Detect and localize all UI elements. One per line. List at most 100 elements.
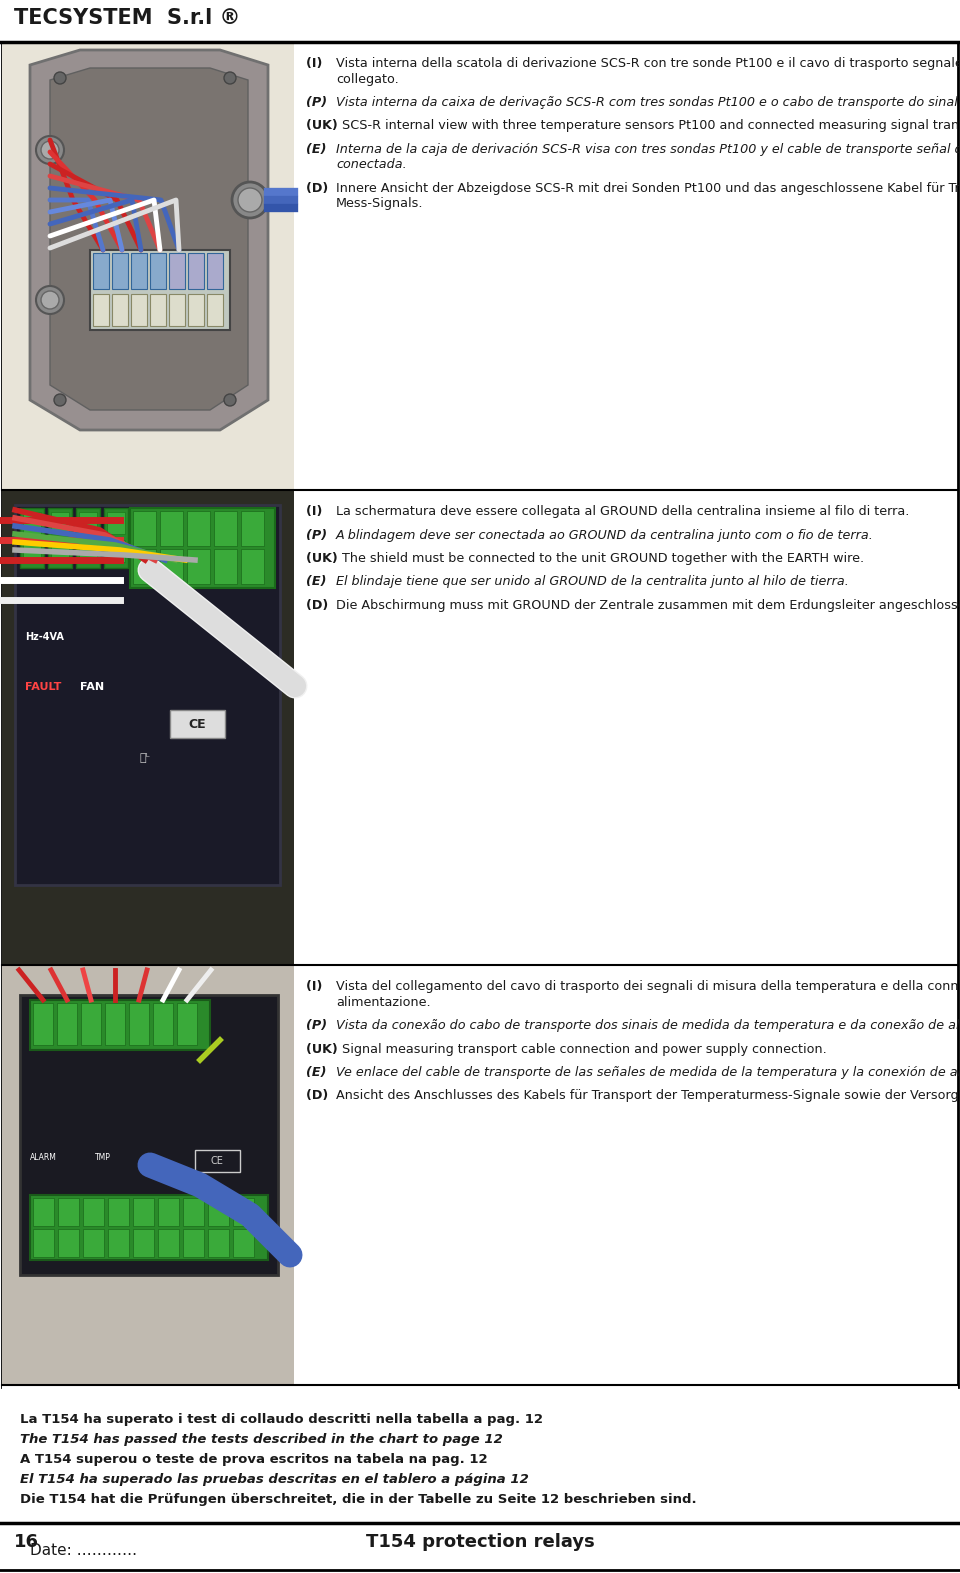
Bar (2, 964, 294, 1384)
Bar (160, 511, 183, 546)
Bar (158, 1199, 179, 1225)
Bar (183, 1199, 204, 1225)
Bar (233, 1199, 254, 1225)
Circle shape (238, 189, 262, 212)
Text: ALARM: ALARM (30, 1153, 57, 1162)
Text: (E): (E) (306, 576, 335, 588)
Bar (188, 294, 204, 326)
Bar (79, 540, 97, 562)
Bar (2, 42, 294, 491)
Text: A blindagem deve ser conectada ao GROUND da centralina junto com o fio de terra.: A blindagem deve ser conectada ao GROUND… (336, 529, 874, 541)
Bar (23, 540, 41, 562)
Text: The T154 has passed the tests described in the chart to page 12: The T154 has passed the tests described … (20, 1433, 503, 1446)
Text: Mess-Signals.: Mess-Signals. (336, 198, 423, 211)
Text: Date: …………: Date: ………… (30, 1543, 137, 1557)
Bar (112, 294, 128, 326)
Text: Signal measuring transport cable connection and power supply connection.: Signal measuring transport cable connect… (342, 1043, 827, 1055)
Text: TMP: TMP (95, 1153, 110, 1162)
Bar (51, 511, 69, 533)
Text: Ansicht des Anschlusses des Kabels für Transport der Temperaturmess-Signale sowi: Ansicht des Anschlusses des Kabels für T… (336, 1090, 960, 1103)
Bar (107, 511, 125, 533)
Text: (I): (I) (306, 57, 331, 71)
Bar (131, 253, 147, 289)
Bar (2, 491, 294, 964)
Bar (76, 508, 100, 568)
Bar (131, 294, 147, 326)
Bar (81, 1004, 101, 1044)
Text: Vista interna da caixa de derivação SCS-R com tres sondas Pt100 e o cabo de tran: Vista interna da caixa de derivação SCS-… (336, 96, 960, 109)
Bar (2, 964, 294, 1384)
Text: (P): (P) (306, 529, 336, 541)
Text: La schermatura deve essere collegata al GROUND della centralina insieme al filo : La schermatura deve essere collegata al … (336, 505, 909, 518)
Bar (30, 1195, 268, 1260)
Text: (P): (P) (306, 96, 336, 109)
Text: 16: 16 (14, 1534, 39, 1551)
Bar (241, 511, 264, 546)
Circle shape (224, 72, 236, 83)
Text: (D): (D) (306, 1090, 337, 1103)
Text: TECSYSTEM  S.r.l ®: TECSYSTEM S.r.l ® (14, 8, 240, 28)
Bar (15, 505, 280, 886)
Bar (33, 1004, 53, 1044)
Bar (150, 253, 166, 289)
Bar (214, 511, 237, 546)
Text: (UK): (UK) (306, 552, 347, 565)
Bar (30, 1000, 210, 1051)
Text: CE: CE (188, 717, 205, 730)
Text: FAN: FAN (80, 683, 104, 692)
Bar (33, 1229, 54, 1257)
Text: El blindaje tiene que ser unido al GROUND de la centralita junto al hilo de tier: El blindaje tiene que ser unido al GROUN… (336, 576, 849, 588)
Bar (150, 294, 166, 326)
Bar (169, 253, 185, 289)
Bar (241, 549, 264, 584)
Text: conectada.: conectada. (336, 159, 407, 171)
Bar (133, 549, 156, 584)
Text: The shield must be connected to the unit GROUND together with the EARTH wire.: The shield must be connected to the unit… (342, 552, 864, 565)
Bar (93, 294, 109, 326)
Bar (129, 1004, 149, 1044)
Text: T154 protection relays: T154 protection relays (366, 1534, 594, 1551)
Text: SCS-R internal view with three temperature sensors Pt100 and connected measuring: SCS-R internal view with three temperatu… (342, 120, 960, 132)
Text: (UK): (UK) (306, 1043, 347, 1055)
Bar (20, 508, 44, 568)
Bar (133, 511, 156, 546)
Text: FAULT: FAULT (25, 683, 61, 692)
Circle shape (36, 135, 64, 164)
Bar (133, 1229, 154, 1257)
Text: Hz-4VA: Hz-4VA (25, 632, 64, 642)
Bar (83, 1229, 104, 1257)
Text: (D): (D) (306, 182, 337, 195)
Text: Ve enlace del cable de transporte de las señales de medida de la temperatura y l: Ve enlace del cable de transporte de las… (336, 1066, 960, 1079)
Bar (183, 1229, 204, 1257)
Bar (158, 1229, 179, 1257)
Bar (133, 1199, 154, 1225)
Bar (108, 1229, 129, 1257)
Bar (57, 1004, 77, 1044)
Circle shape (41, 142, 59, 159)
Text: (UK): (UK) (306, 120, 347, 132)
Bar (48, 508, 72, 568)
Circle shape (41, 291, 59, 308)
Bar (58, 1229, 79, 1257)
Text: Die Abschirmung muss mit GROUND der Zentrale zusammen mit dem Erdungsleiter ange: Die Abschirmung muss mit GROUND der Zent… (336, 599, 960, 612)
Bar (23, 511, 41, 533)
Bar (130, 508, 275, 588)
Bar (58, 1199, 79, 1225)
Circle shape (54, 72, 66, 83)
Bar (214, 549, 237, 584)
Bar (108, 1199, 129, 1225)
Bar (0, 1523, 960, 1573)
Text: Ⓤᴸ: Ⓤᴸ (140, 752, 151, 761)
Bar (90, 250, 230, 330)
Bar (83, 1199, 104, 1225)
Circle shape (224, 393, 236, 406)
Bar (2, 42, 958, 1387)
Text: A T154 superou o teste de prova escritos na tabela na pag. 12: A T154 superou o teste de prova escritos… (20, 1453, 488, 1466)
Bar (112, 253, 128, 289)
Text: (E): (E) (306, 143, 335, 156)
Bar (177, 1004, 197, 1044)
Text: Innere Ansicht der Abzeigdose SCS-R mit drei Sonden Pt100 und das angeschlossene: Innere Ansicht der Abzeigdose SCS-R mit … (336, 182, 960, 195)
Bar (188, 253, 204, 289)
Bar (107, 540, 125, 562)
Text: Vista interna della scatola di derivazione SCS-R con tre sonde Pt100 e il cavo d: Vista interna della scatola di derivazio… (336, 57, 960, 71)
